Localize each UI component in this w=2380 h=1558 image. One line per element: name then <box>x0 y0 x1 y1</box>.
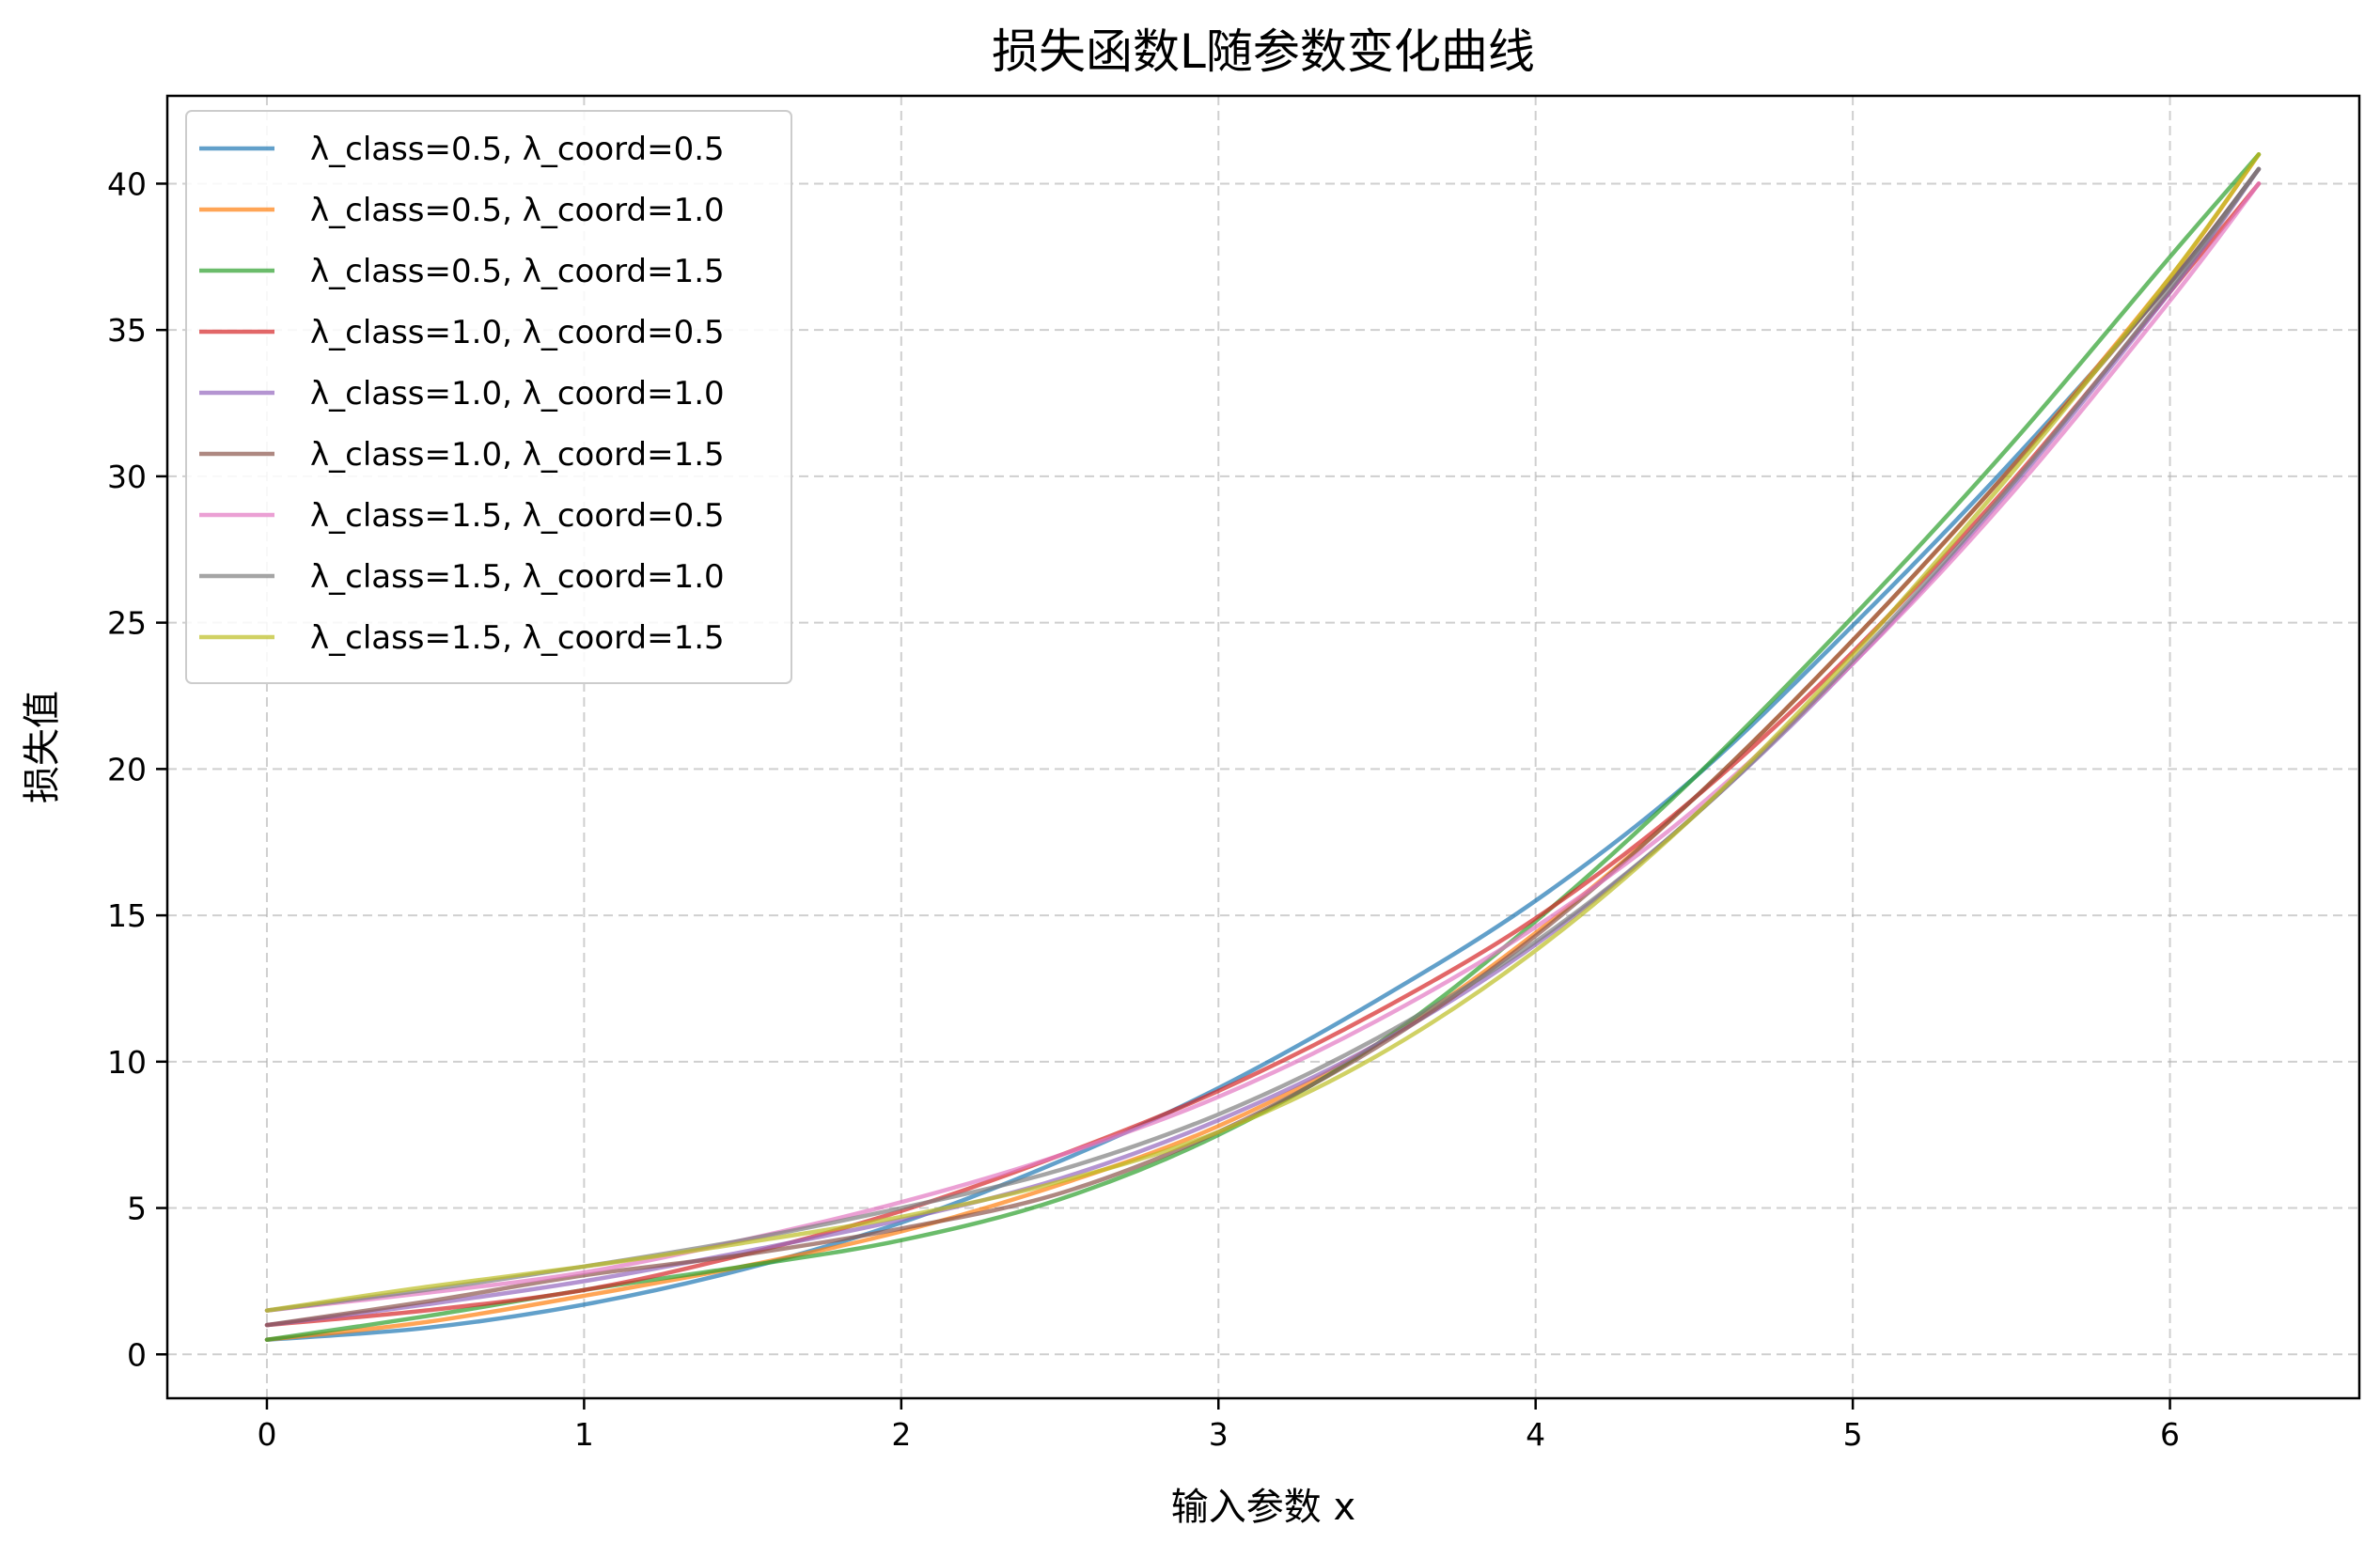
y-tick-label: 10 <box>107 1044 147 1081</box>
legend-label: λ_class=1.0, λ_coord=1.5 <box>310 436 725 474</box>
x-tick-label: 4 <box>1526 1416 1545 1453</box>
series-line-9 <box>264 152 2262 1313</box>
legend-label: λ_class=1.0, λ_coord=0.5 <box>310 314 725 351</box>
legend: λ_class=0.5, λ_coord=0.5 λ_class=0.5, λ_c… <box>185 110 792 684</box>
y-axis-ticks: 0 5 10 15 20 25 30 35 40 <box>107 165 167 1373</box>
legend-label: λ_class=0.5, λ_coord=1.5 <box>310 253 725 290</box>
series-line-6 <box>264 166 2262 1328</box>
x-axis-ticks: 0 1 2 3 4 5 6 <box>257 1398 2180 1453</box>
chart-title: 损失函数L随参数变化曲线 <box>992 24 1535 79</box>
x-tick-label: 2 <box>891 1416 911 1453</box>
legend-label: λ_class=1.5, λ_coord=1.0 <box>310 558 725 596</box>
y-tick-label: 15 <box>107 897 147 934</box>
x-tick-label: 5 <box>1843 1416 1863 1453</box>
series-lines <box>264 152 2262 1342</box>
y-tick-label: 5 <box>127 1191 147 1227</box>
x-tick-label: 0 <box>257 1416 276 1453</box>
plot-frame <box>165 94 2361 1400</box>
legend-label: λ_class=1.5, λ_coord=1.5 <box>310 619 725 657</box>
legend-label: λ_class=0.5, λ_coord=0.5 <box>310 131 725 168</box>
y-tick-label: 40 <box>107 165 147 202</box>
legend-label: λ_class=1.5, λ_coord=0.5 <box>310 497 725 535</box>
x-axis-label: 输入参数 x <box>1171 1486 1355 1529</box>
y-tick-label: 0 <box>127 1336 147 1373</box>
y-tick-label: 20 <box>107 751 147 787</box>
legend-box <box>185 110 792 684</box>
legend-label: λ_class=1.0, λ_coord=1.0 <box>310 375 725 413</box>
x-tick-label: 6 <box>2160 1416 2180 1453</box>
series-line-1 <box>264 166 2262 1342</box>
series-line-4 <box>264 181 2262 1328</box>
x-tick-label: 1 <box>574 1416 594 1453</box>
legend-label: λ_class=0.5, λ_coord=1.0 <box>310 192 725 229</box>
series-line-7 <box>264 181 2262 1313</box>
y-tick-label: 25 <box>107 605 147 642</box>
x-tick-label: 3 <box>1209 1416 1229 1453</box>
y-tick-label: 30 <box>107 459 147 495</box>
y-axis-label: 损失值 <box>21 691 64 803</box>
y-tick-label: 35 <box>107 312 147 349</box>
